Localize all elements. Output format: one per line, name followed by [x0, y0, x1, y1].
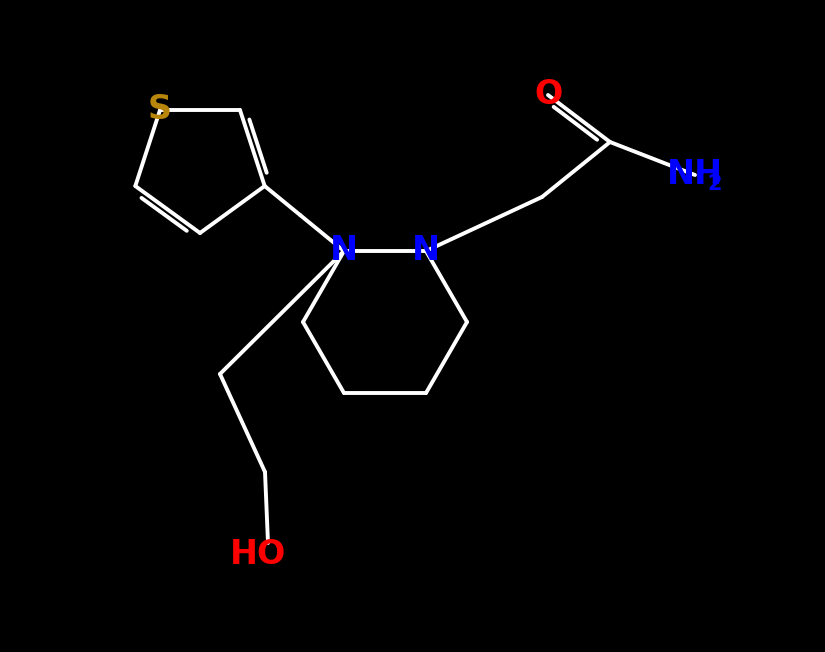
Text: S: S — [148, 93, 172, 126]
Text: N: N — [330, 235, 358, 267]
Text: O: O — [534, 78, 562, 111]
Text: NH: NH — [667, 158, 723, 192]
Text: HO: HO — [230, 539, 286, 572]
Text: N: N — [412, 235, 440, 267]
Text: 2: 2 — [708, 174, 722, 194]
